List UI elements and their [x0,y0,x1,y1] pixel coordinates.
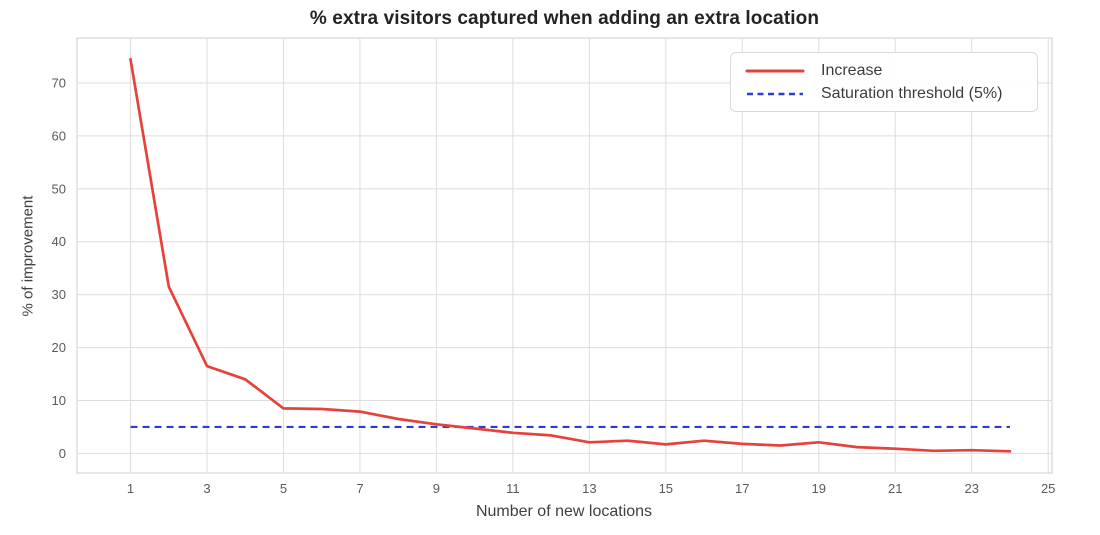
legend-entry-threshold: Saturation threshold (5%) [745,82,1027,105]
legend-entry-increase: Increase [745,59,1027,82]
solid-line-swatch-icon [745,69,805,72]
y-tick-label: 40 [52,234,66,249]
x-tick-label: 15 [659,481,673,496]
y-tick-label: 70 [52,75,66,90]
increase-line [129,57,1012,453]
y-tick-label: 30 [52,287,66,302]
x-tick-label: 11 [506,481,520,496]
x-tick-label: 3 [203,481,210,496]
y-tick-label: 50 [52,181,66,196]
y-tick-label: 60 [52,128,66,143]
y-tick-label: 10 [52,393,66,408]
x-tick-label: 1 [127,481,134,496]
x-tick-label: 7 [356,481,363,496]
legend-label-threshold: Saturation threshold (5%) [821,84,1003,102]
x-tick-label: 19 [812,481,826,496]
x-tick-label: 25 [1041,481,1055,496]
chart-title: % extra visitors captured when adding an… [309,8,820,29]
x-tick-label: 5 [280,481,287,496]
y-tick-label: 20 [52,340,66,355]
x-tick-label: 13 [582,481,596,496]
y-axis-label: % of improvement [19,195,37,317]
x-tick-label: 17 [735,481,749,496]
y-tick-label: 0 [59,446,66,461]
x-tick-label: 9 [433,481,440,496]
legend-label-increase: Increase [821,61,883,79]
x-tick-label: 21 [888,481,902,496]
legend: Increase Saturation threshold (5%) [730,52,1038,112]
x-tick-label: 23 [964,481,978,496]
dashed-line-swatch-icon [747,92,803,95]
x-axis-label: Number of new locations [475,503,653,520]
